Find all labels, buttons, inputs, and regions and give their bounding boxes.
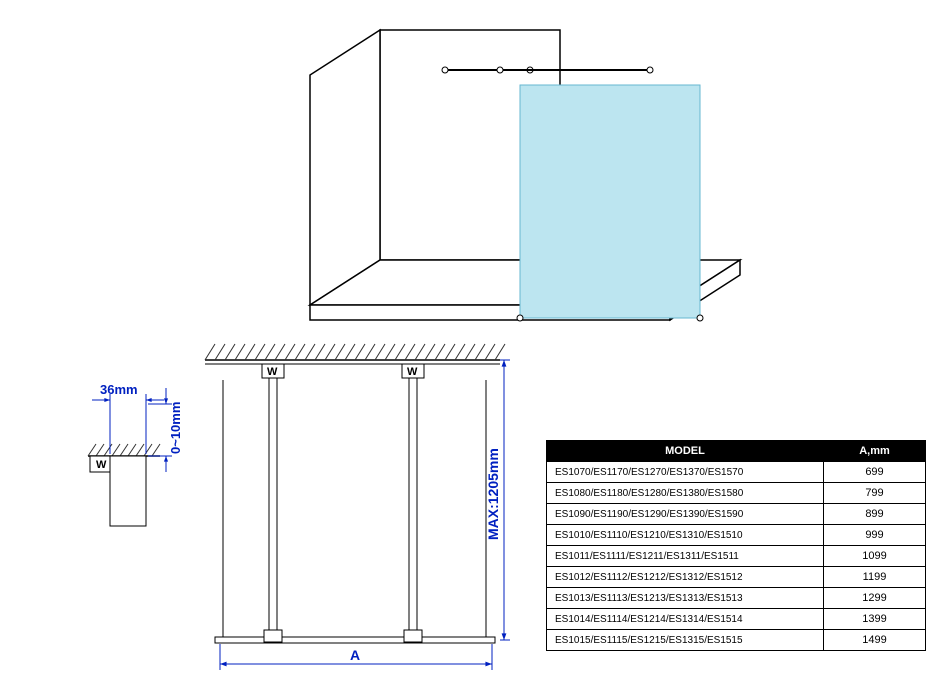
table-header: A,mm: [824, 441, 926, 462]
table-row: ES1013/ES1113/ES1213/ES1313/ES15131299: [547, 588, 926, 609]
cell-amm: 1399: [824, 609, 926, 630]
cell-model: ES1090/ES1190/ES1290/ES1390/ES1590: [547, 504, 824, 525]
cell-model: ES1014/ES1114/ES1214/ES1314/ES1514: [547, 609, 824, 630]
cell-amm: 1099: [824, 546, 926, 567]
table-row: ES1080/ES1180/ES1280/ES1380/ES1580799: [547, 483, 926, 504]
svg-text:W: W: [407, 366, 418, 378]
cell-amm: 699: [824, 462, 926, 483]
table-row: ES1070/ES1170/ES1270/ES1370/ES1570699: [547, 462, 926, 483]
table-row: ES1011/ES1111/ES1211/ES1311/ES15111099: [547, 546, 926, 567]
svg-text:A: A: [350, 647, 360, 663]
cell-model: ES1080/ES1180/ES1280/ES1380/ES1580: [547, 483, 824, 504]
table-row: ES1012/ES1112/ES1212/ES1312/ES15121199: [547, 567, 926, 588]
model-table: MODELA,mmES1070/ES1170/ES1270/ES1370/ES1…: [546, 440, 926, 651]
cell-amm: 899: [824, 504, 926, 525]
cell-model: ES1013/ES1113/ES1213/ES1313/ES1513: [547, 588, 824, 609]
svg-text:0~10mm: 0~10mm: [168, 402, 183, 454]
cell-amm: 1499: [824, 630, 926, 651]
cell-model: ES1015/ES1115/ES1215/ES1315/ES1515: [547, 630, 824, 651]
table-row: ES1015/ES1115/ES1215/ES1315/ES15151499: [547, 630, 926, 651]
cell-amm: 799: [824, 483, 926, 504]
table-row: ES1090/ES1190/ES1290/ES1390/ES1590899: [547, 504, 926, 525]
cell-model: ES1070/ES1170/ES1270/ES1370/ES1570: [547, 462, 824, 483]
svg-text:W: W: [267, 366, 278, 378]
svg-text:W: W: [96, 459, 107, 471]
cell-amm: 999: [824, 525, 926, 546]
svg-text:MAX:1205mm: MAX:1205mm: [485, 448, 501, 540]
cell-amm: 1299: [824, 588, 926, 609]
svg-text:36mm: 36mm: [100, 382, 138, 397]
table-header: MODEL: [547, 441, 824, 462]
cell-amm: 1199: [824, 567, 926, 588]
cell-model: ES1011/ES1111/ES1211/ES1311/ES1511: [547, 546, 824, 567]
table-row: ES1010/ES1110/ES1210/ES1310/ES1510999: [547, 525, 926, 546]
cell-model: ES1012/ES1112/ES1212/ES1312/ES1512: [547, 567, 824, 588]
page: { "colors":{ "background":"#ffffff", "li…: [0, 0, 928, 686]
cell-model: ES1010/ES1110/ES1210/ES1310/ES1510: [547, 525, 824, 546]
table-row: ES1014/ES1114/ES1214/ES1314/ES15141399: [547, 609, 926, 630]
